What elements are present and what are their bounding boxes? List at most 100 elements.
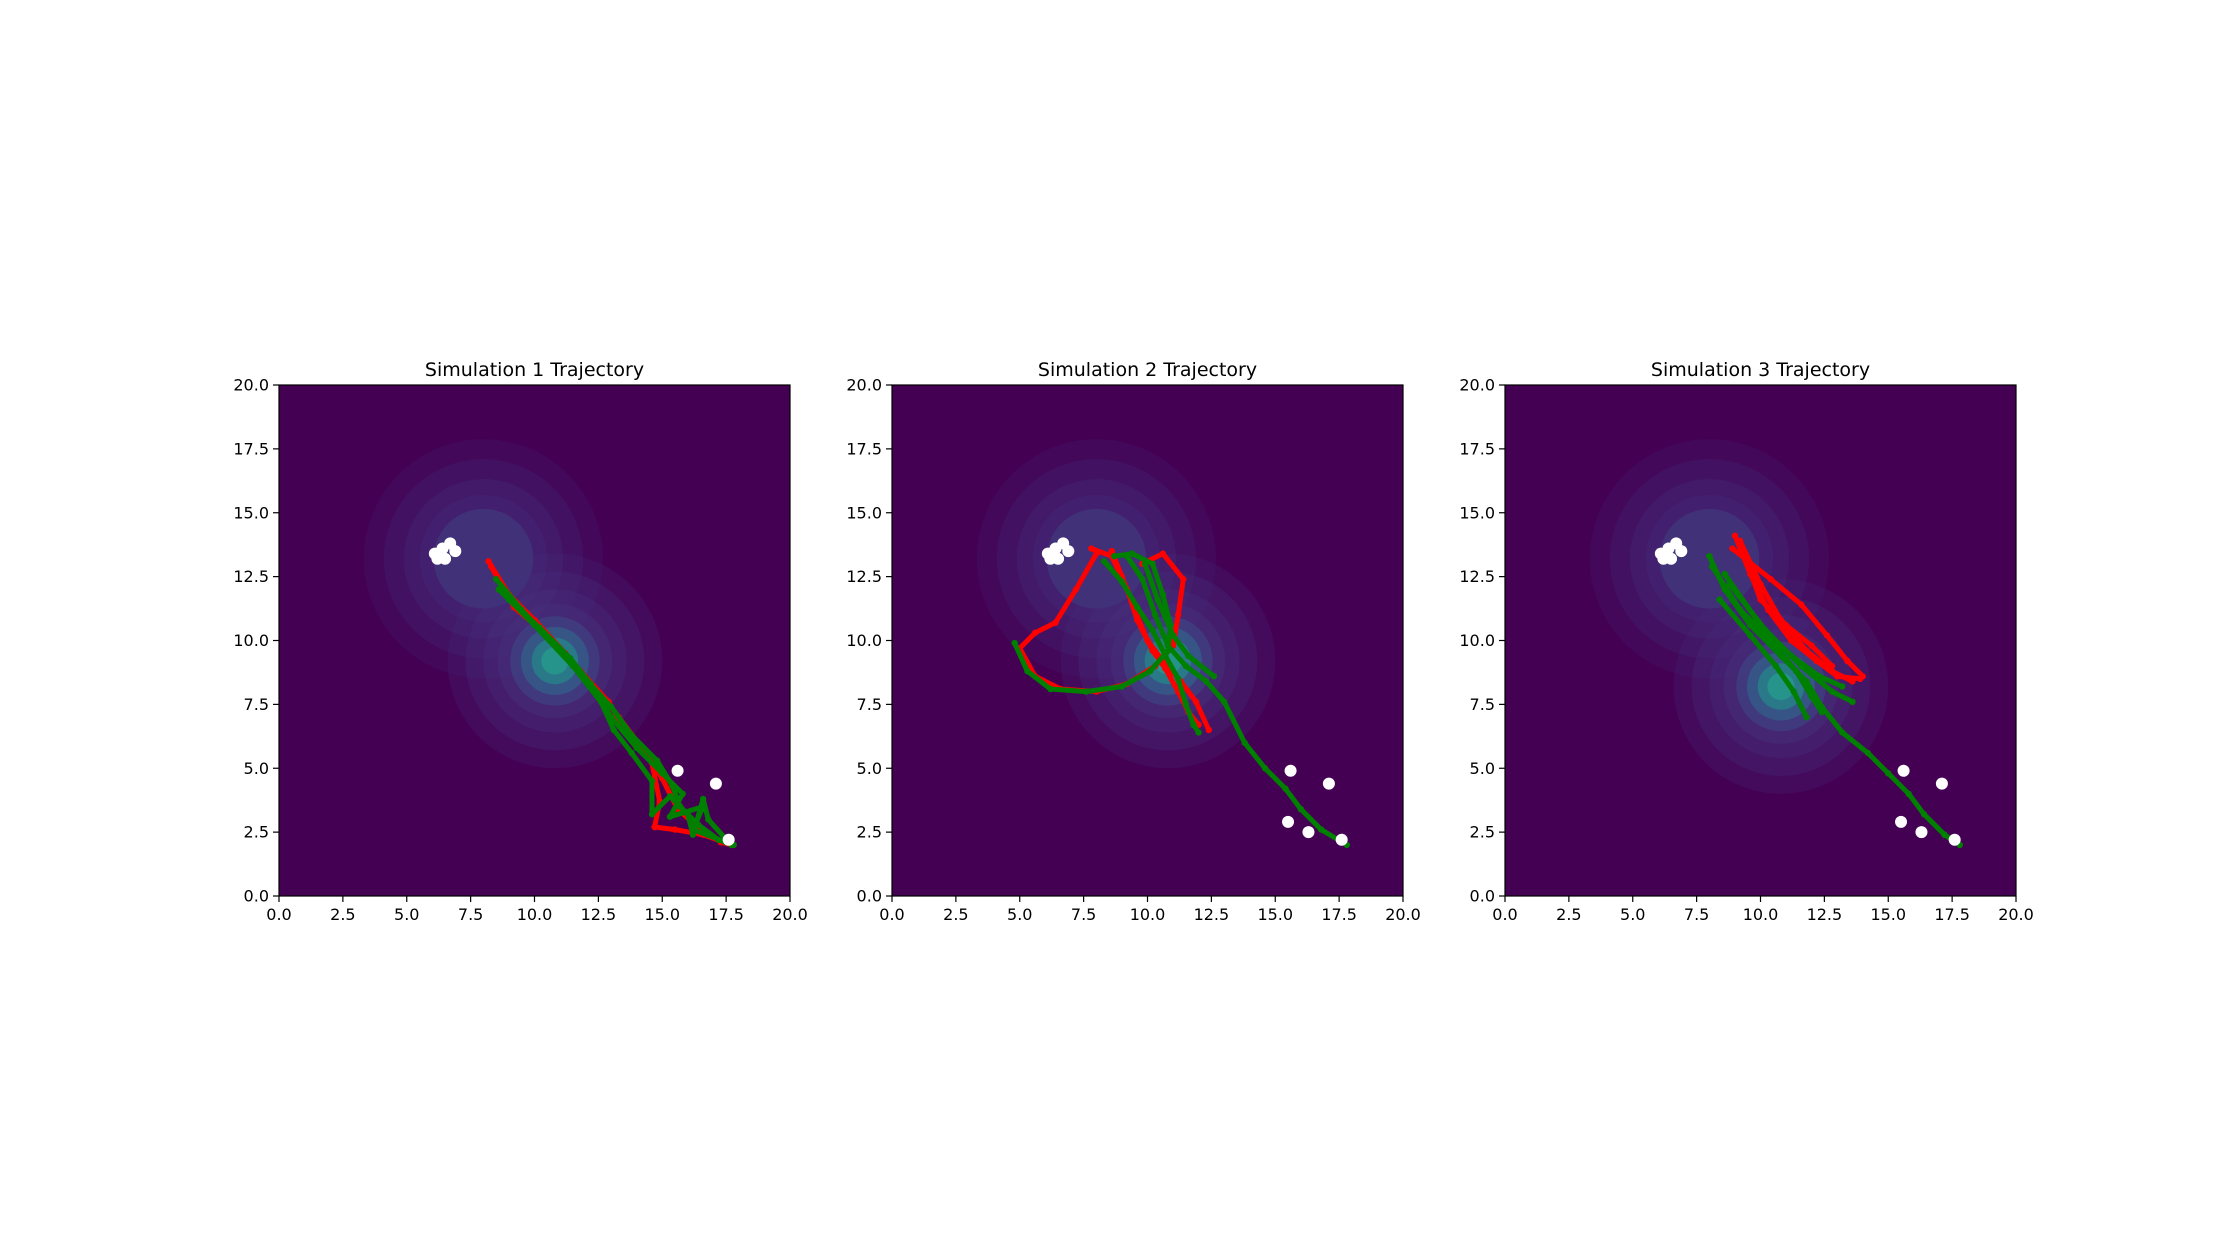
trajectory-point [1706,552,1713,560]
obstacle-marker [1948,833,1961,846]
trajectory-point [1297,805,1305,813]
obstacle-marker [1335,833,1348,846]
trajectory-point [1088,545,1095,552]
trajectory-point [1708,563,1716,570]
trajectory-point [567,655,574,662]
y-tick-label: 12.5 [846,567,882,586]
trajectory-point [1149,627,1156,634]
obstacle-marker [1302,826,1315,839]
trajectory-point [1767,575,1774,583]
trajectory-point [1828,662,1836,670]
trajectory-point [1808,642,1815,649]
trajectory-point [1139,575,1146,583]
y-tick-label: 0.0 [1470,887,1495,906]
x-tick-label: 2.5 [1556,905,1581,924]
trajectory-point [1849,678,1856,685]
trajectory-point [1144,637,1151,644]
trajectory-point [1808,693,1815,700]
x-tick-label: 15.0 [1870,905,1906,924]
trajectory-red [1737,538,1855,684]
trajectory-point [1151,611,1159,619]
obstacle-marker [1915,826,1928,839]
trajectory-point [1736,537,1744,545]
trajectory-point [1174,611,1182,619]
x-tick-label: 5.0 [394,905,419,924]
trajectory-red [1729,546,1866,679]
trajectory-point [1205,726,1213,734]
field-contour [403,479,564,639]
trajectory-point [1072,586,1080,593]
trajectory-point [1128,550,1136,557]
trajectory-point [1052,619,1059,626]
y-tick-label: 12.5 [233,567,269,586]
y-tick-label: 10.0 [1459,631,1495,650]
x-tick-label: 17.5 [1934,905,1970,924]
field-contour [1016,479,1177,639]
trajectory-point [1159,550,1167,557]
field-contour [996,459,1197,659]
trajectory-point [1772,662,1780,670]
obstacle-marker [1935,777,1948,790]
trajectory-point [492,575,500,583]
trajectory-point [653,757,661,764]
x-tick-label: 10.0 [1130,905,1166,924]
subplot-simulation-3: Simulation 3 Trajectory 0.0 2.5 5.0 7.5 10.0… [1459,359,2033,924]
trajectory-point [1318,826,1325,833]
y-tick-label: 20.0 [233,376,269,395]
subplot-title: Simulation 1 Trajectory [425,359,644,381]
trajectory-point [1192,698,1200,706]
obstacle-marker [449,545,462,558]
y-tick-label: 10.0 [233,631,269,650]
trajectory-point [1159,591,1167,598]
y-tick-label: 0.0 [244,887,269,906]
trajectory-point [1747,632,1754,639]
trajectory-point [1011,639,1018,647]
trajectory-point [1149,560,1156,568]
subplot-simulation-2: Simulation 2 Trajectory 0.0 2.5 5.0 7.5 10.0… [846,359,1420,924]
x-tick-label: 17.5 [708,905,744,924]
obstacle-marker [1284,764,1297,777]
trajectory-point [1185,652,1192,660]
x-tick-label: 12.5 [1807,905,1843,924]
trajectory-point [1210,673,1218,680]
trajectory-point [1141,560,1149,568]
field-contour [433,508,534,609]
x-tick-label: 20.0 [772,905,808,924]
x-tick-label: 20.0 [1385,905,1421,924]
trajectory-point [505,596,513,603]
axes-frame: 0.0 2.5 5.0 7.5 10.0 12.5 15.0 17.5 20.0 0.0 2.5 5.… [846,376,1420,925]
trajectory-point [1241,739,1248,746]
trajectory-point [1798,601,1805,608]
trajectory-point [1793,667,1800,675]
trajectory-point [671,826,679,833]
trajectory-point [648,777,656,785]
trajectory-point [1047,685,1054,693]
trajectory-point [495,586,502,593]
x-tick-label: 12.5 [581,905,617,924]
obstacle-marker [1675,545,1688,558]
trajectory-point [1828,667,1836,675]
trajectory-point [1818,708,1826,716]
subplot-title: Simulation 2 Trajectory [1038,359,1257,381]
trajectory-point [1190,721,1197,729]
x-tick-label: 5.0 [1007,905,1032,924]
trajectory-point [699,795,707,803]
trajectory-point [1123,552,1131,560]
trajectory-point [1839,729,1846,736]
trajectory-point [1782,621,1790,629]
x-tick-label: 15.0 [1257,905,1293,924]
axes-frame: 0.0 2.5 5.0 7.5 10.0 12.5 15.0 17.5 20.0 0.0 2.5 5.… [1459,376,2033,925]
trajectory-point [705,816,712,823]
x-tick-label: 0.0 [266,905,291,924]
x-tick-label: 7.5 [458,905,483,924]
trajectory-point [607,703,615,711]
obstacle-marker [1897,764,1910,777]
trajectory-point [1180,575,1187,583]
obstacle-marker [722,833,735,846]
x-tick-label: 2.5 [943,905,968,924]
trajectory-point [1174,675,1182,683]
y-tick-label: 2.5 [1470,823,1495,842]
x-tick-label: 10.0 [517,905,553,924]
x-tick-label: 5.0 [1620,905,1645,924]
